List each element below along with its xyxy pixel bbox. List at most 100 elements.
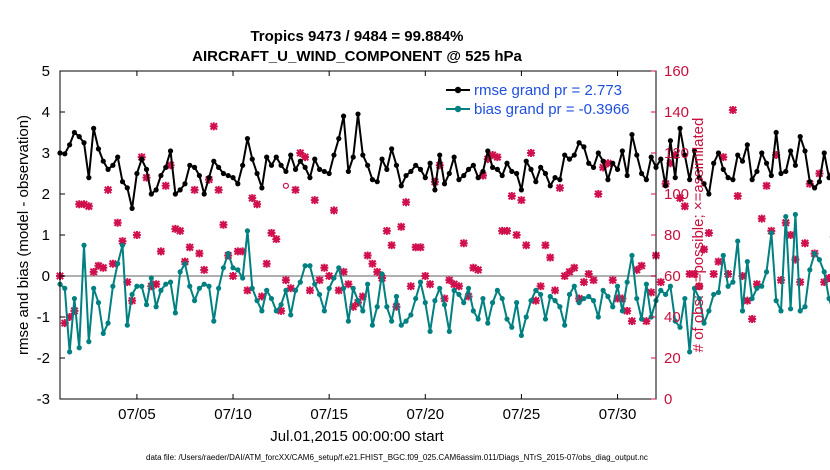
rmse-point	[634, 152, 640, 158]
bias-point	[240, 275, 246, 281]
bias-point	[672, 318, 678, 324]
obs-assimilated-point	[459, 239, 468, 248]
bias-point	[691, 285, 698, 291]
bias-point	[619, 308, 625, 314]
obs-assimilated-point	[570, 263, 579, 272]
rmse-point	[562, 152, 568, 158]
rmse-point	[201, 191, 207, 197]
rmse-point	[259, 185, 265, 191]
obs-assimilated-point	[108, 259, 117, 268]
bias-point	[456, 291, 462, 298]
chart-title-line2: AIRCRAFT_U_WIND_COMPONENT @ 525 hPa	[192, 48, 522, 65]
obs-assimilated-point	[709, 269, 718, 278]
bias-point	[95, 300, 102, 306]
rmse-point	[244, 136, 251, 142]
rmse-point	[350, 154, 356, 160]
obs-assimilated-point	[329, 206, 338, 215]
y-axis-label-right: # of obs: o=possible; ×=assimilated	[690, 118, 707, 353]
obs-assimilated-point	[796, 278, 805, 287]
obs-assimilated-point	[786, 231, 795, 239]
bias-point	[167, 279, 174, 285]
y-tick-label-right: 20	[664, 350, 681, 367]
obs-assimilated-point	[190, 185, 199, 194]
y-axis-label-left: rmse and bias (model - observation)	[15, 115, 32, 355]
bias-point	[504, 316, 510, 322]
obs-assimilated-point	[233, 247, 242, 256]
obs-assimilated-point	[99, 263, 108, 272]
rmse-point	[672, 175, 678, 181]
rmse-point	[312, 156, 318, 162]
bias-point	[105, 320, 111, 326]
bias-point	[379, 271, 385, 277]
obs-assimilated-point	[464, 292, 473, 301]
obs-assimilated-point	[185, 243, 194, 252]
y-tick-label-right: 140	[664, 104, 689, 121]
rmse-point	[595, 150, 601, 156]
bias-point	[398, 322, 404, 328]
rmse-point	[494, 166, 500, 172]
rmse-point	[538, 164, 544, 170]
bias-point	[696, 295, 702, 302]
bias-point	[297, 279, 303, 285]
rmse-point	[509, 168, 515, 175]
bias-point	[667, 283, 674, 289]
obs-assimilated-point	[714, 257, 723, 266]
bias-point	[778, 308, 784, 314]
obs-assimilated-point	[531, 296, 540, 305]
bias-point	[720, 252, 726, 259]
rmse-point	[499, 172, 505, 179]
bias-point	[264, 287, 270, 293]
obs-assimilated-point	[536, 282, 545, 291]
obs-assimilated-point	[70, 306, 79, 315]
rmse-point	[787, 148, 794, 154]
obs-assimilated-point	[815, 169, 824, 178]
plot-area	[60, 71, 656, 399]
rmse-point	[432, 187, 438, 193]
rmse-point	[288, 152, 294, 158]
bias-point	[624, 279, 630, 285]
rmse-point	[398, 183, 404, 189]
rmse-point	[153, 187, 159, 193]
rmse-point	[437, 152, 443, 158]
obs-assimilated-point	[397, 222, 406, 231]
bias-point	[403, 318, 409, 324]
bias-point	[350, 285, 356, 291]
bias-point	[67, 349, 73, 355]
bias-point	[470, 308, 476, 314]
rmse-point	[711, 160, 717, 166]
bias-point	[590, 298, 597, 304]
rmse-point	[816, 179, 823, 185]
obs-assimilated-point	[762, 181, 771, 190]
rmse-point	[701, 181, 707, 187]
x-tick-label: 07/10	[214, 406, 252, 423]
bias-point	[384, 304, 390, 310]
rmse-point	[408, 168, 414, 175]
obs-assimilated-point	[680, 202, 689, 211]
rmse-point	[278, 162, 284, 168]
y-tick-label-left: 3	[42, 145, 50, 162]
bias-point	[216, 285, 222, 291]
bias-point	[759, 283, 765, 289]
obs-assimilated-point	[89, 267, 98, 276]
obs-assimilated-point	[325, 272, 334, 280]
rmse-point	[566, 156, 573, 162]
bias-point	[610, 304, 616, 310]
rmse-point	[658, 156, 664, 162]
bias-point	[480, 295, 486, 302]
bias-point	[110, 283, 116, 289]
bias-point	[139, 283, 145, 289]
bias-point	[538, 291, 544, 298]
rmse-point	[110, 162, 116, 168]
rmse-point	[523, 158, 529, 164]
bias-point	[230, 265, 236, 271]
rmse-point	[172, 191, 178, 197]
obs-assimilated-point	[565, 267, 574, 276]
rmse-point	[148, 191, 154, 197]
bias-point	[542, 316, 549, 322]
obs-possible-point	[282, 182, 290, 189]
legend: rmse grand pr = 2.773 bias grand pr = -0…	[446, 82, 630, 118]
bias-point	[461, 300, 467, 306]
obs-assimilated-point	[272, 235, 281, 244]
rmse-point	[124, 185, 130, 191]
